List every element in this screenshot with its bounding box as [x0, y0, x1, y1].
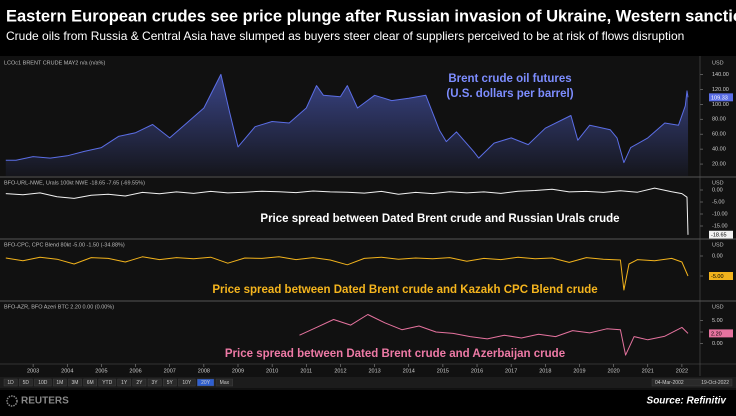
annotation: Price spread between Dated Brent crude a…: [212, 284, 597, 296]
range-button-label[interactable]: 1M: [56, 380, 63, 386]
range-button[interactable]: [68, 378, 82, 387]
y-tick-label: 40.00: [712, 147, 726, 153]
axis-unit: USD: [712, 60, 724, 66]
x-tick-label: 2013: [368, 368, 380, 374]
range-button[interactable]: [53, 378, 67, 387]
page-title: Eastern European crudes see price plunge…: [6, 7, 736, 25]
range-button[interactable]: [132, 378, 147, 387]
range-button[interactable]: [147, 378, 162, 387]
current-value-label: 109.33: [711, 95, 728, 101]
x-tick-label: 2021: [642, 368, 654, 374]
range-button-label[interactable]: 10D: [38, 380, 48, 386]
x-tick-label: 2006: [129, 368, 141, 374]
range-button[interactable]: [98, 378, 116, 387]
range-button[interactable]: [178, 378, 196, 387]
panel-header: BFO-AZR, BFO Azeri BTC 2.20 0.00 (0.00%): [4, 304, 114, 310]
current-value-label: -18.65: [711, 233, 727, 239]
x-tick-label: 2011: [300, 368, 312, 374]
y-tick-label: 5.00: [712, 318, 723, 324]
range-button[interactable]: [196, 378, 215, 387]
x-tick-label: 2008: [198, 368, 210, 374]
range-button-label[interactable]: 1Y: [121, 380, 128, 386]
axis-unit: USD: [712, 304, 724, 310]
line: [5, 256, 689, 291]
x-tick-label: 2004: [61, 368, 73, 374]
y-tick-label: -15.00: [712, 223, 728, 229]
range-button-label[interactable]: 6M: [87, 380, 94, 386]
range-button-label[interactable]: YTD: [102, 380, 112, 386]
logo: REUTERS: [21, 396, 69, 407]
range-button-label[interactable]: 3M: [72, 380, 79, 386]
annotation: Price spread between Dated Brent crude a…: [225, 348, 565, 360]
annotation: Brent crude oil futures: [448, 73, 571, 85]
x-tick-label: 2018: [539, 368, 551, 374]
range-button-label[interactable]: 10Y: [182, 380, 192, 386]
annotation: Price spread between Dated Brent crude a…: [260, 213, 619, 225]
current-value-box: [709, 329, 733, 338]
range-button-label[interactable]: 2Y: [136, 380, 143, 386]
logo-icon: [6, 395, 18, 407]
range-button[interactable]: [117, 378, 131, 387]
axis-unit: USD: [712, 180, 724, 186]
toolbar: [0, 377, 736, 388]
line: [5, 187, 689, 235]
line: [299, 314, 689, 356]
x-tick-label: 2010: [266, 368, 278, 374]
y-tick-label: 0.00: [712, 253, 723, 259]
x-tick-label: 2014: [403, 368, 415, 374]
range-button-label[interactable]: 1D: [7, 380, 14, 386]
x-tick-label: 2019: [573, 368, 585, 374]
range-button-label[interactable]: Max: [220, 380, 230, 386]
range-start[interactable]: 04-Mar-2002: [655, 380, 684, 386]
y-tick-label: 0.00: [712, 187, 723, 193]
y-tick-label: 0.00: [712, 341, 723, 347]
range-button[interactable]: [215, 378, 233, 387]
y-tick-label: -5.00: [712, 199, 725, 205]
y-tick-label: 140.00: [712, 72, 729, 78]
current-value-box: [709, 230, 733, 239]
y-tick-label: 100.00: [712, 102, 729, 108]
x-tick-label: 2022: [676, 368, 688, 374]
source: Source: Refinitiv: [647, 396, 728, 407]
annotation: (U.S. dollars per barrel): [446, 88, 573, 100]
area: [5, 74, 689, 176]
range-box[interactable]: [651, 378, 733, 387]
panel-header: BFO-URL-NWE, Urals 100kt NWE -18.65 -7.6…: [4, 180, 145, 186]
page-subtitle: Crude oils from Russia & Central Asia ha…: [6, 29, 684, 43]
range-button[interactable]: [34, 378, 52, 387]
range-end[interactable]: 19-Oct-2022: [701, 380, 729, 386]
range-button-label[interactable]: 20Y: [201, 380, 211, 386]
y-tick-label: 20.00: [712, 162, 726, 168]
current-value-label: 2.20: [711, 331, 722, 337]
line: [5, 73, 689, 164]
x-tick-label: 2007: [164, 368, 176, 374]
x-tick-label: 2020: [607, 368, 619, 374]
range-button-label[interactable]: 5Y: [167, 380, 174, 386]
y-tick-label: 120.00: [712, 87, 729, 93]
y-tick-label: 80.00: [712, 117, 726, 123]
range-button-label[interactable]: 5D: [23, 380, 30, 386]
range-button[interactable]: [19, 378, 33, 387]
axis-unit: USD: [712, 242, 724, 248]
y-tick-label: -10.00: [712, 211, 728, 217]
x-tick-label: 2017: [505, 368, 517, 374]
x-tick-label: 2016: [471, 368, 483, 374]
x-tick-label: 2009: [232, 368, 244, 374]
panel-header: BFO-CPC, CPC Blend 80kt -5.00 -1.50 (-34…: [4, 242, 125, 248]
y-tick-label: 60.00: [712, 132, 726, 138]
range-button-label[interactable]: 3Y: [152, 380, 159, 386]
x-tick-label: 2005: [95, 368, 107, 374]
current-value-box: [709, 93, 733, 102]
range-button[interactable]: [3, 378, 18, 387]
current-value-box: [709, 272, 733, 280]
x-tick-label: 2012: [334, 368, 346, 374]
range-button[interactable]: [83, 378, 97, 387]
x-tick-label: 2003: [27, 368, 39, 374]
panel-header: LCOc1 BRENT CRUDE MAY2 n/a (n/a%): [4, 60, 105, 66]
x-tick-label: 2015: [437, 368, 449, 374]
range-button[interactable]: [162, 378, 177, 387]
current-value-label: -5.00: [711, 274, 724, 280]
